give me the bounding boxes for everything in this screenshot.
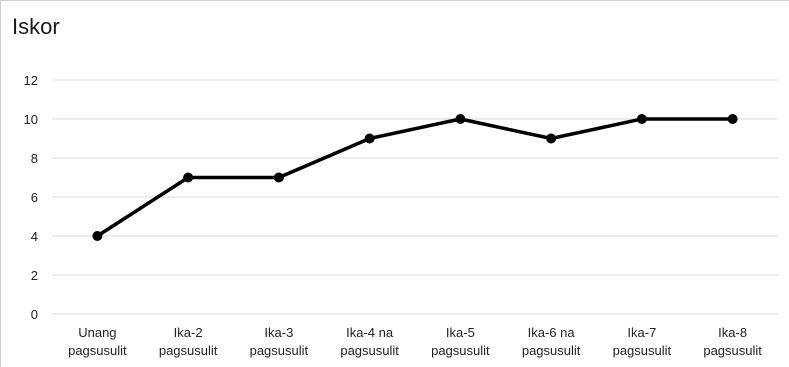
- x-tick-label: Ika-8: [718, 325, 747, 340]
- x-tick-label: Ika-3: [264, 325, 293, 340]
- data-point: [273, 172, 284, 183]
- data-point: [92, 231, 103, 241]
- x-tick-label: pagsusulit: [522, 343, 581, 358]
- x-tick-label: Ika-4 na: [346, 325, 394, 340]
- y-tick-label: 6: [31, 190, 38, 205]
- data-point: [727, 114, 738, 124]
- x-tick-label: pagsusulit: [68, 343, 127, 358]
- data-point: [455, 114, 466, 124]
- data-point: [636, 114, 647, 124]
- y-tick-label: 0: [31, 307, 38, 322]
- y-tick-label: 12: [24, 73, 38, 88]
- x-tick-label: Ika-5: [446, 325, 475, 340]
- y-tick-label: 10: [24, 112, 38, 127]
- chart-title: Iskor: [12, 14, 60, 39]
- x-tick-label: Ika-7: [627, 325, 656, 340]
- x-tick-label: Ika-2: [174, 325, 203, 340]
- data-point: [546, 133, 557, 144]
- x-tick-label: pagsusulit: [703, 343, 762, 358]
- y-tick-label: 8: [31, 151, 38, 166]
- x-tick-label: Ika-6 na: [528, 325, 576, 340]
- data-point: [183, 172, 194, 183]
- y-tick-label: 4: [31, 229, 38, 244]
- x-tick-label: pagsusulit: [159, 343, 218, 358]
- x-tick-label: pagsusulit: [250, 343, 309, 358]
- x-tick-label: pagsusulit: [431, 343, 490, 358]
- x-tick-label: pagsusulit: [613, 343, 672, 358]
- x-tick-label: Unang: [78, 325, 116, 340]
- y-tick-label: 2: [31, 268, 38, 283]
- x-tick-label: pagsusulit: [340, 343, 399, 358]
- data-point: [364, 133, 375, 144]
- series-line: [96, 117, 733, 238]
